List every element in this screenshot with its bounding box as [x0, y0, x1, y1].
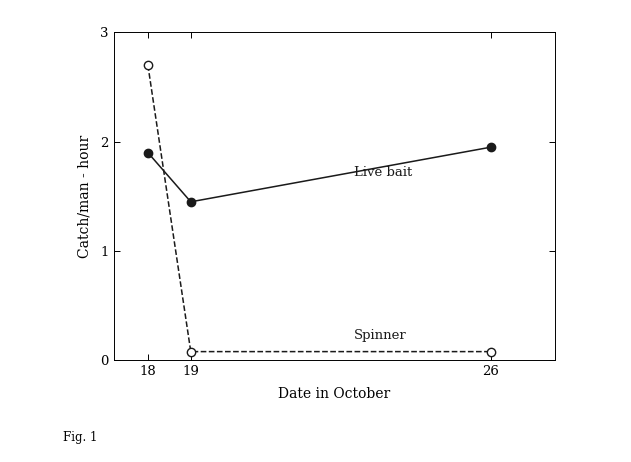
- X-axis label: Date in October: Date in October: [278, 387, 391, 401]
- Text: Spinner: Spinner: [354, 328, 406, 342]
- Y-axis label: Catch/man - hour: Catch/man - hour: [78, 135, 92, 258]
- Text: Live bait: Live bait: [354, 166, 412, 179]
- Text: Fig. 1: Fig. 1: [63, 431, 97, 444]
